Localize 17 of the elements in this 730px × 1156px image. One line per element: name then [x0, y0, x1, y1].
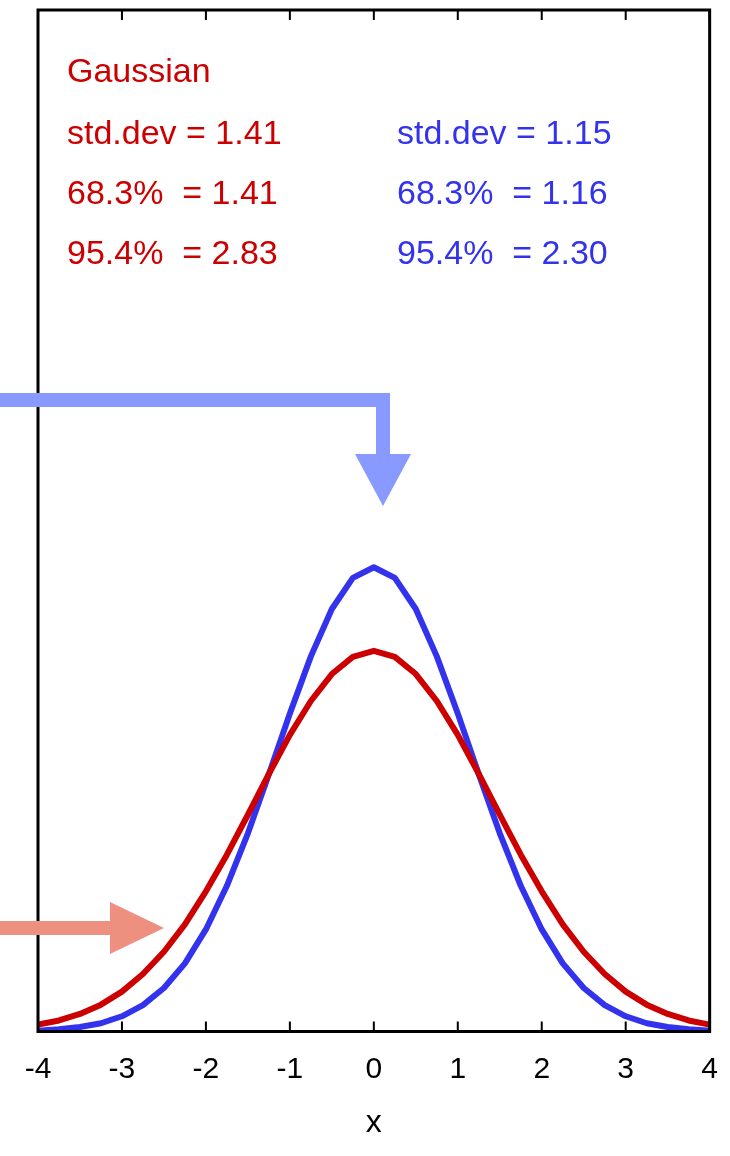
- text: std.dev = 1.15: [397, 113, 612, 151]
- x-tick-label: -3: [108, 1050, 136, 1084]
- text: 95.4% = 2.30: [397, 233, 608, 271]
- text: 68.3% = 1.16: [397, 173, 608, 211]
- x-tick-label: 2: [533, 1050, 551, 1084]
- x-axis-title: x: [365, 1102, 382, 1139]
- x-tick-label: 1: [449, 1050, 467, 1084]
- x-tick-label: 3: [617, 1050, 635, 1084]
- text: 95.4% = 2.83: [67, 233, 278, 271]
- x-tick-label: 0: [365, 1050, 383, 1084]
- x-tick-label: -4: [24, 1050, 52, 1084]
- x-tick-label: -1: [276, 1050, 304, 1084]
- x-tick-label: -2: [192, 1050, 220, 1084]
- x-tick-label: 4: [701, 1050, 718, 1084]
- text: std.dev = 1.41: [67, 113, 282, 151]
- text: 68.3% = 1.41: [67, 173, 278, 211]
- text: Gaussian: [67, 51, 211, 89]
